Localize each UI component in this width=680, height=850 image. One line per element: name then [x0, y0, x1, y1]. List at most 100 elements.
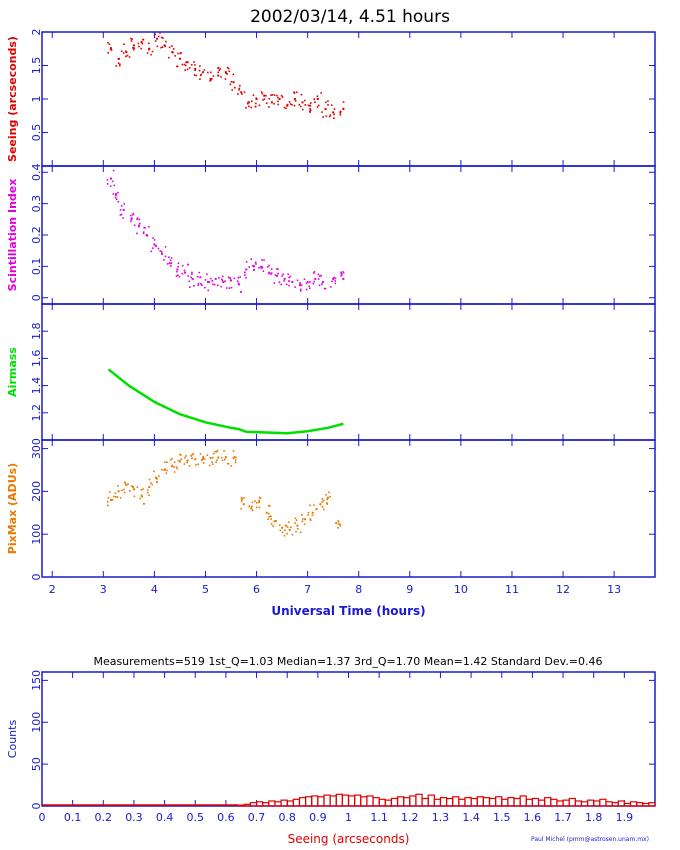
- airmass-ytick-label: 1.6: [30, 350, 43, 368]
- scintillation-point: [193, 285, 195, 287]
- scintillation-ytick-label: 0.3: [30, 195, 43, 213]
- pixmax-point: [296, 524, 299, 527]
- scintillation-point: [277, 268, 279, 271]
- pixmax-point: [256, 502, 258, 504]
- seeing-point: [108, 43, 111, 46]
- hist-bar: [519, 795, 527, 807]
- seeing-point: [209, 77, 212, 80]
- scintillation-point: [340, 274, 343, 277]
- scintillation-point: [184, 271, 187, 274]
- seeing-point: [128, 56, 131, 58]
- seeing-point: [310, 102, 312, 104]
- pixmax-point: [339, 524, 342, 527]
- seeing-point: [184, 69, 186, 71]
- pixmax-point: [227, 462, 230, 465]
- pixmax-point: [270, 515, 272, 518]
- pixmax-point: [311, 514, 314, 517]
- seeing-point: [226, 66, 229, 69]
- scintillation-point: [177, 274, 179, 277]
- seeing-point: [120, 50, 123, 53]
- pixmax-point: [140, 489, 143, 491]
- seeing-point: [309, 111, 311, 114]
- seeing-point: [150, 53, 152, 56]
- hist-bar: [611, 802, 619, 807]
- seeing-point: [146, 52, 149, 54]
- seeing-point: [339, 113, 342, 116]
- pixmax-point: [215, 450, 218, 453]
- hist-bar: [298, 797, 307, 807]
- airmass-ytick-label: 1.8: [30, 322, 43, 340]
- pixmax-point: [240, 496, 243, 499]
- pixmax-point: [203, 458, 206, 460]
- scintillation-point: [191, 273, 193, 275]
- pixmax-point: [132, 488, 135, 491]
- scintillation-ytick-label: 0: [30, 294, 43, 301]
- pixmax-point: [179, 453, 181, 456]
- seeing-point: [162, 37, 164, 39]
- scintillation-point: [314, 277, 317, 280]
- seeing-point: [218, 69, 221, 72]
- scintillation-point: [216, 284, 219, 287]
- pixmax-point: [259, 497, 262, 500]
- scintillation-point: [208, 281, 211, 283]
- scintillation-point: [270, 268, 273, 270]
- pixmax-point: [202, 462, 205, 464]
- seeing-point: [159, 32, 161, 34]
- pixmax-ytick-label: 300: [30, 438, 43, 459]
- pixmax-point: [309, 504, 311, 507]
- pixmax-point: [251, 501, 254, 504]
- hist-xtick-label: 1.6: [524, 811, 542, 824]
- scintillation-point: [113, 184, 116, 187]
- scintillation-point: [187, 275, 190, 277]
- seeing-ylabel: Seeing (arcseconds): [6, 36, 19, 162]
- hist-xtick-label: 1.9: [616, 811, 634, 824]
- hist-bar: [390, 797, 399, 807]
- pixmax-point: [313, 504, 315, 506]
- pixmax-point: [285, 525, 288, 527]
- seeing-point: [210, 78, 213, 80]
- seeing-point: [183, 63, 186, 66]
- seeing-point: [301, 101, 304, 104]
- scintillation-point: [188, 280, 191, 283]
- seeing-point: [317, 104, 320, 107]
- hist-bar: [317, 796, 325, 807]
- scintillation-point: [130, 217, 133, 219]
- scintillation-point: [122, 208, 125, 211]
- scintillation-point: [275, 274, 278, 277]
- seeing-point: [263, 94, 266, 97]
- hist-xtick-label: 1.7: [554, 811, 572, 824]
- airmass-ylabel: Airmass: [6, 347, 19, 397]
- seeing-point: [168, 56, 170, 59]
- scintillation-point: [299, 282, 301, 284]
- hist-bar: [243, 803, 252, 807]
- pixmax-point: [221, 459, 224, 462]
- pixmax-point: [117, 490, 120, 493]
- seeing-point: [164, 45, 167, 48]
- seeing-point: [325, 115, 328, 117]
- pixmax-point: [291, 533, 294, 536]
- scintillation-frame: [41, 165, 656, 305]
- pixmax-point: [192, 452, 195, 455]
- hist-bar: [593, 800, 601, 807]
- credit-text: Paul Michel (pmm@astrosen.unam.mx): [531, 836, 649, 843]
- pixmax-point: [173, 461, 176, 464]
- seeing-point: [122, 52, 125, 54]
- scintillation-point: [120, 205, 123, 207]
- scintillation-point: [274, 274, 277, 276]
- pixmax-point: [337, 526, 339, 529]
- scintillation-point: [268, 264, 270, 267]
- scintillation-point: [340, 271, 342, 274]
- hist-bar: [556, 800, 564, 807]
- pixmax-point: [148, 494, 150, 497]
- scintillation-point: [244, 274, 246, 276]
- scintillation-point: [133, 224, 136, 227]
- pixmax-point: [180, 458, 182, 461]
- pixmax-point: [170, 465, 173, 468]
- scintillation-point: [143, 226, 145, 229]
- pixmax-point: [136, 486, 139, 488]
- scintillation-point: [277, 272, 280, 275]
- scintillation-point: [228, 287, 231, 289]
- pixmax-point: [165, 472, 168, 474]
- scintillation-point: [106, 183, 109, 185]
- scintillation-point: [177, 262, 180, 265]
